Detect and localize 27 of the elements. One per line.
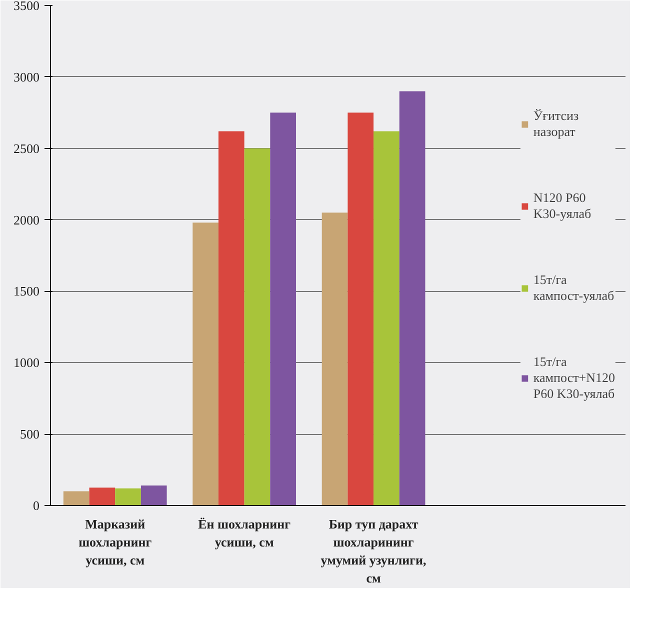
bar xyxy=(63,491,90,506)
y-tick-label: 0 xyxy=(33,498,40,513)
y-tick-label: 1500 xyxy=(14,284,40,299)
bar xyxy=(399,91,426,506)
y-tick-label: 500 xyxy=(20,426,40,442)
legend-label: Ўғитсиз назорат xyxy=(533,108,579,140)
x-tick-label: Ён шохларнинг усиши, см xyxy=(198,516,291,550)
y-tick-label: 2000 xyxy=(14,212,40,228)
bar xyxy=(140,486,167,506)
y-tick-label: 3500 xyxy=(14,0,40,13)
legend-label: 15т/га кампост-уялаб xyxy=(533,272,614,304)
bar xyxy=(322,212,348,506)
y-tick-label: 2500 xyxy=(14,140,40,156)
bar xyxy=(374,131,400,506)
bar xyxy=(115,488,141,506)
bar xyxy=(89,488,116,506)
bar xyxy=(348,112,374,506)
bar xyxy=(192,222,218,506)
x-tick-label: Марказий шохларнинг усиши, см xyxy=(78,516,152,568)
legend-label: N120 P60 K30-уялаб xyxy=(533,190,592,222)
y-tick-label: 1000 xyxy=(14,355,40,370)
x-tick-label: Бир туп дарахт шохларининг умумий узунлиги, см xyxy=(320,516,426,586)
bar xyxy=(270,112,296,506)
legend-label: 15т/га кампост+N120 P60 K30-уялаб xyxy=(533,354,615,402)
y-tick-label: 3000 xyxy=(14,69,40,84)
bar xyxy=(244,148,270,506)
bar xyxy=(218,131,244,506)
